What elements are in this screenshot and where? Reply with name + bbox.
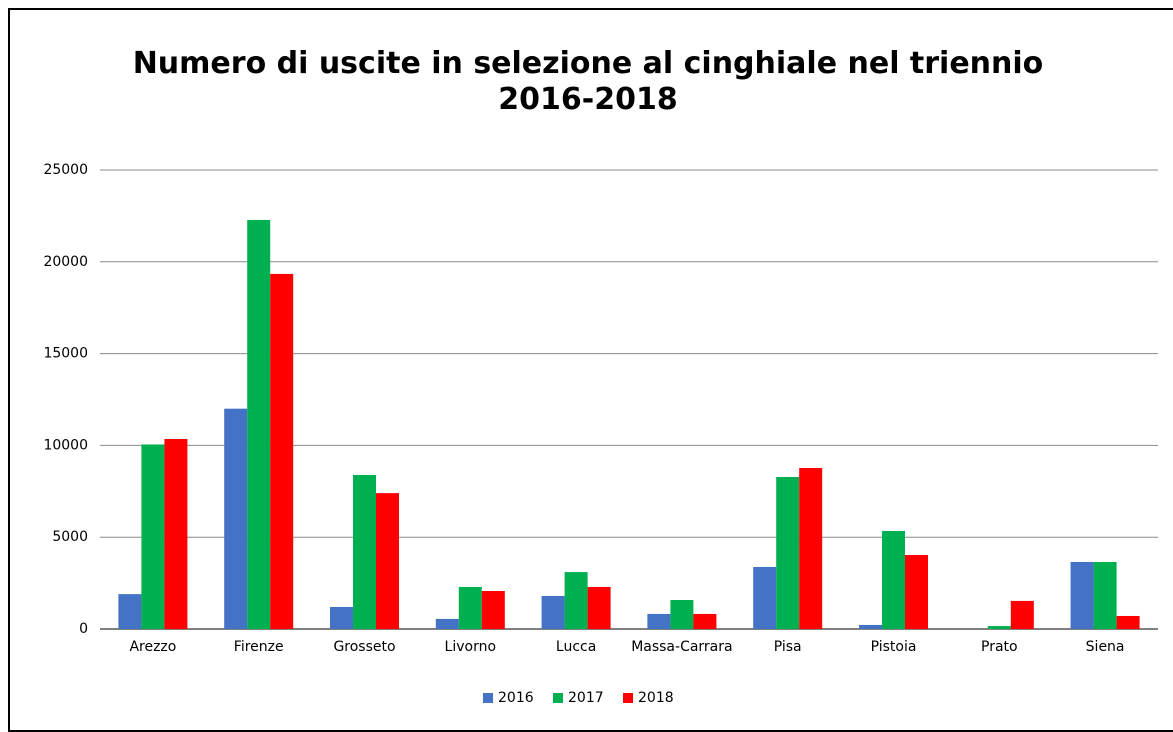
y-tick-label: 0	[79, 621, 88, 637]
legend-label: 2016	[498, 690, 534, 706]
bar	[118, 594, 142, 629]
bar	[541, 595, 565, 629]
bar	[647, 613, 671, 629]
x-tick-label: Arezzo	[129, 639, 176, 655]
x-tick-label: Lucca	[556, 639, 596, 655]
x-tick-label: Pisa	[774, 639, 802, 655]
bar	[164, 438, 188, 629]
bar	[587, 586, 611, 629]
legend-swatch	[623, 693, 633, 703]
y-tick-label: 5000	[52, 529, 88, 545]
bar	[693, 613, 717, 629]
bar	[670, 599, 694, 629]
bar	[247, 219, 271, 629]
x-tick-label: Prato	[981, 639, 1018, 655]
bar	[564, 572, 588, 629]
chart: 0 5000 10000 15000 20000 25000 Arezzo Firenze Gr…	[43, 162, 1158, 706]
chart-title: Numero di uscite in selezione al cinghia…	[132, 46, 1044, 117]
bar	[753, 566, 777, 629]
bar	[987, 626, 1011, 629]
bar	[435, 618, 459, 629]
x-tick-label: Siena	[1086, 639, 1125, 655]
bar	[799, 467, 823, 629]
x-tick-label: Firenze	[234, 639, 284, 655]
bar	[141, 444, 165, 629]
legend-swatch	[483, 693, 493, 703]
x-tick-label: Grosseto	[333, 639, 395, 655]
bar	[882, 530, 905, 629]
x-tick-label: Massa-Carrara	[631, 639, 732, 655]
bar	[1116, 615, 1140, 629]
bar	[481, 590, 505, 629]
legend-label: 2017	[568, 690, 604, 706]
bar	[905, 555, 928, 629]
bar	[224, 408, 248, 629]
bar	[270, 273, 294, 629]
legend-swatch	[553, 693, 563, 703]
bar	[353, 474, 376, 629]
legend-label: 2018	[638, 690, 674, 706]
x-tick-label: Pistoia	[871, 639, 917, 655]
bar	[376, 493, 399, 629]
bar	[458, 586, 482, 629]
y-tick-label: 20000	[43, 254, 88, 270]
bar	[330, 606, 353, 629]
y-tick-label: 15000	[43, 346, 88, 362]
bar	[1070, 561, 1094, 629]
bar	[1010, 600, 1034, 629]
bar	[859, 624, 882, 629]
x-tick-label: Livorno	[445, 639, 497, 655]
bar	[776, 476, 800, 629]
y-tick-label: 10000	[43, 437, 88, 453]
bar	[1093, 561, 1117, 629]
y-tick-label: 25000	[43, 162, 88, 178]
